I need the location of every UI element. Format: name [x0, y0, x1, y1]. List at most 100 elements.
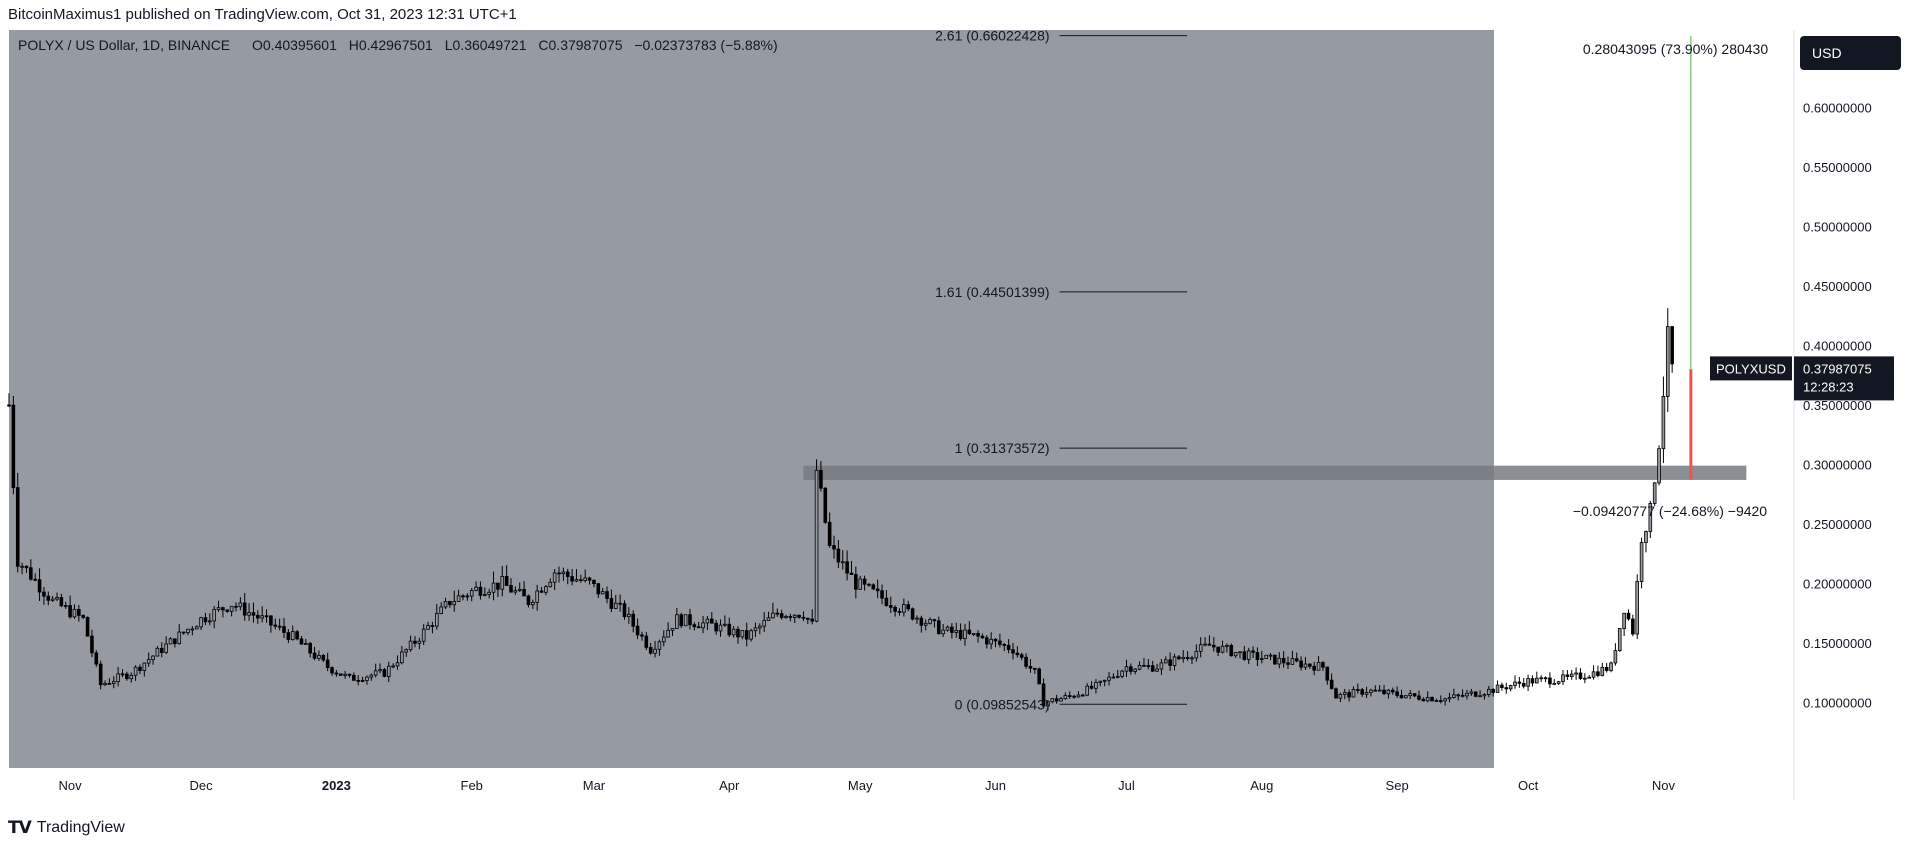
candle	[867, 583, 871, 587]
candle	[762, 612, 766, 632]
candle	[391, 663, 395, 669]
candle	[1190, 655, 1194, 665]
candle	[1631, 614, 1635, 637]
candle	[823, 487, 828, 524]
time-tick-label: Feb	[461, 778, 483, 793]
time-axis-background[interactable]	[9, 768, 1909, 800]
open-value: 0.40395601	[263, 37, 337, 53]
candle	[1539, 675, 1543, 682]
candle	[714, 619, 718, 635]
candle	[583, 569, 588, 583]
candle	[792, 614, 797, 624]
candle	[212, 606, 216, 629]
last-price-tag[interactable]: POLYXUSD 0.37987075 12:28:23	[1710, 356, 1894, 401]
candle	[260, 606, 264, 623]
candle	[1482, 693, 1487, 700]
time-tick-label: Jul	[1118, 778, 1135, 793]
candle	[1163, 656, 1168, 664]
candle	[858, 575, 863, 590]
candle	[1177, 654, 1181, 661]
candle	[330, 666, 334, 676]
measure-up-label: 0.28043095 (73.90%) 280430	[1583, 41, 1768, 57]
price-tick-label: 0.45000000	[1803, 279, 1872, 294]
candle	[989, 632, 993, 650]
publish-header: BitcoinMaximus1 published on TradingView…	[0, 0, 1909, 30]
candle	[369, 673, 374, 681]
time-tick-label: Nov	[1652, 778, 1676, 793]
candle	[1500, 682, 1504, 691]
candle	[273, 618, 278, 630]
candle	[98, 660, 103, 690]
candle	[1600, 662, 1605, 677]
candle	[657, 639, 662, 656]
candle	[46, 591, 51, 606]
fib-level-label: 1.61 (0.44501399)	[935, 284, 1049, 300]
candle	[1447, 692, 1452, 703]
candle	[1648, 500, 1653, 539]
close-label: C	[538, 37, 548, 53]
candle	[173, 638, 177, 648]
price-chart[interactable]: 2.61 (0.66022428) 1.61 (0.44501399) 1 (0.3…	[0, 30, 1909, 800]
candle	[819, 461, 823, 492]
candle	[840, 550, 845, 570]
candle	[1063, 692, 1068, 700]
candle	[971, 633, 976, 637]
candle	[535, 584, 539, 611]
candle	[242, 593, 247, 621]
candle	[1011, 642, 1015, 660]
candle	[1356, 683, 1360, 694]
candle	[561, 567, 566, 582]
candle	[1308, 663, 1312, 669]
candle	[1412, 693, 1417, 698]
candle	[661, 630, 666, 647]
candle	[513, 586, 518, 595]
time-tick-label: Oct	[1518, 778, 1539, 793]
candle	[1312, 661, 1316, 676]
candle	[404, 648, 409, 657]
candle	[37, 568, 42, 602]
candle	[456, 589, 461, 602]
candle	[1098, 680, 1103, 687]
candle	[177, 624, 182, 645]
candle	[1089, 681, 1094, 690]
close-value: 0.37987075	[549, 37, 623, 53]
candle	[77, 605, 81, 622]
candle	[618, 594, 622, 612]
candle	[251, 602, 256, 623]
fib-level-label: 2.61 (0.66022428)	[935, 30, 1049, 44]
symbol-title[interactable]: POLYX / US Dollar, 1D, BINANCE	[18, 37, 230, 53]
currency-button[interactable]: USD	[1800, 36, 1901, 70]
candle	[338, 673, 343, 676]
candle	[1172, 653, 1177, 671]
price-tick-label: 0.30000000	[1803, 457, 1872, 472]
candle	[1377, 685, 1382, 692]
price-axis[interactable]: 0.60000000 0.55000000 0.50000000 0.45000000…	[1710, 100, 1894, 711]
candle	[1211, 637, 1216, 652]
candle	[1460, 689, 1465, 698]
candle	[1194, 644, 1199, 662]
candle	[1644, 530, 1648, 553]
candle	[1137, 661, 1142, 671]
candle	[142, 662, 147, 677]
time-axis[interactable]: Nov Dec 2023 Feb Mar Apr May Jun Jul Aug Sep Oct Nov	[59, 778, 1676, 793]
candle	[740, 630, 745, 640]
candle	[321, 653, 326, 663]
candle	[849, 560, 854, 575]
candle	[683, 614, 688, 627]
candle	[90, 629, 94, 658]
candle	[50, 595, 55, 602]
price-tick-label: 0.25000000	[1803, 517, 1872, 532]
candle	[1277, 652, 1282, 669]
candle	[81, 613, 86, 620]
candle	[107, 678, 112, 685]
candle	[413, 636, 417, 648]
candle	[1617, 628, 1622, 652]
candle	[186, 628, 190, 636]
candle	[854, 566, 858, 599]
chart-pane-background[interactable]	[9, 30, 1494, 768]
candle	[478, 581, 483, 600]
candle	[434, 603, 439, 630]
candle	[1015, 646, 1020, 658]
candle	[509, 578, 513, 593]
candle	[1081, 693, 1085, 697]
